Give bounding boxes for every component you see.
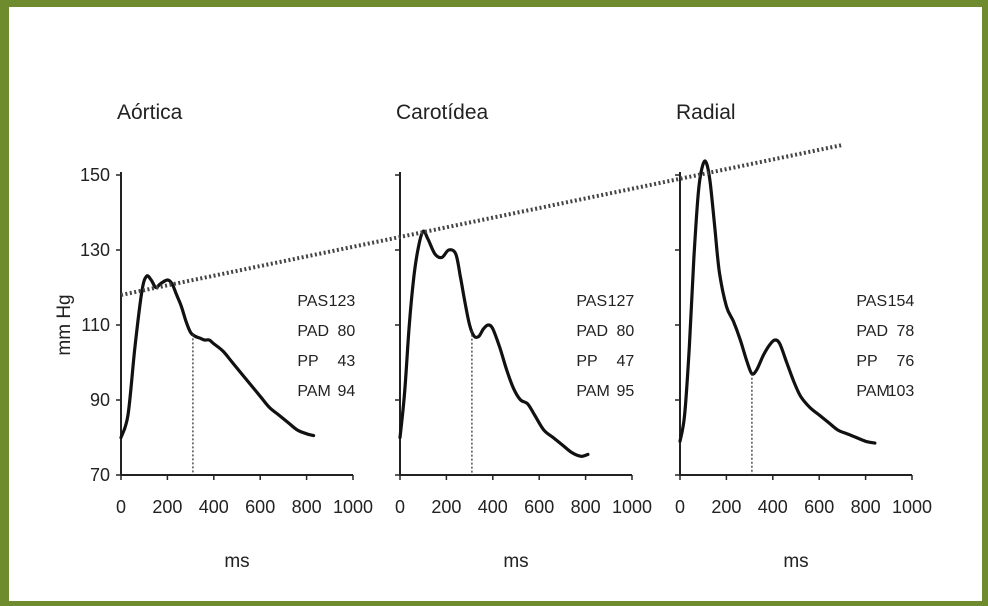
x-tick-label: 200: [431, 497, 461, 517]
x-tick-label: 400: [199, 497, 229, 517]
x-tick-label: 800: [292, 497, 322, 517]
trend-line: [120, 143, 843, 297]
trend-line-group: [120, 143, 843, 297]
x-tick-label: 600: [804, 497, 834, 517]
stat-value: 76: [897, 353, 915, 370]
stat-label: PAM: [297, 383, 330, 400]
x-tick-label: 1000: [612, 497, 652, 517]
x-tick-label: 800: [851, 497, 881, 517]
panel-title: Radial: [676, 101, 736, 124]
y-tick-label: 90: [90, 390, 110, 410]
x-tick-label: 0: [116, 497, 126, 517]
stat-value: 80: [617, 323, 635, 340]
y-tick-label: 110: [81, 315, 110, 335]
y-tick-label: 150: [80, 165, 110, 185]
y-tick-label: 70: [90, 465, 110, 485]
panel-1: Aórtica 70 90 110 130 150 0 200 400 600 800 1000 ms P…: [80, 101, 373, 572]
stat-label: PAD: [576, 323, 608, 340]
stat-label: PP: [297, 353, 318, 370]
stat-value: 154: [888, 293, 915, 310]
x-tick-label: 600: [524, 497, 554, 517]
x-tick-label: 0: [395, 497, 405, 517]
stat-label: PP: [576, 353, 597, 370]
x-tick-label: 1000: [892, 497, 932, 517]
x-axis-label: ms: [224, 551, 249, 572]
stat-label: PAD: [856, 323, 888, 340]
stat-value: 43: [338, 353, 356, 370]
x-tick-label: 200: [711, 497, 741, 517]
x-axis-label: ms: [503, 551, 528, 572]
waveform-series: [398, 229, 590, 458]
panel-title: Aórtica: [117, 101, 183, 124]
stat-value: 123: [329, 293, 356, 310]
stat-label: PAS: [856, 293, 887, 310]
x-axis-label: ms: [783, 551, 808, 572]
stat-value: 80: [338, 323, 356, 340]
waveform-series: [119, 274, 316, 440]
stat-label: PP: [856, 353, 877, 370]
x-tick-label: 800: [571, 497, 601, 517]
x-tick-label: 1000: [333, 497, 373, 517]
stat-value: 94: [338, 383, 356, 400]
stat-label: PAS: [576, 293, 607, 310]
stat-label: PAD: [297, 323, 329, 340]
y-tick-label: 130: [80, 240, 110, 260]
x-tick-label: 0: [675, 497, 685, 517]
stat-value: 103: [888, 383, 915, 400]
x-tick-label: 200: [152, 497, 182, 517]
stat-label: PAM: [576, 383, 609, 400]
panel-title: Carotídea: [396, 101, 489, 124]
stat-value: 78: [897, 323, 915, 340]
y-axis-label: mm Hg: [54, 294, 75, 355]
stat-label: PAM: [856, 383, 889, 400]
x-tick-label: 600: [245, 497, 275, 517]
stat-value: 95: [617, 383, 635, 400]
stat-value: 47: [617, 353, 635, 370]
waveform-series: [678, 159, 877, 445]
x-tick-label: 400: [478, 497, 508, 517]
x-tick-label: 400: [758, 497, 788, 517]
stat-value: 127: [608, 293, 635, 310]
stat-label: PAS: [297, 293, 328, 310]
